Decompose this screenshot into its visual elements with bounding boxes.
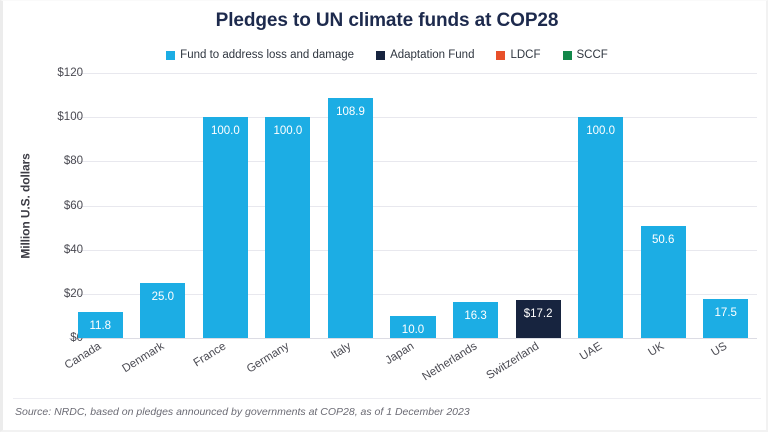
- bar-value-label: 11.8: [89, 319, 112, 332]
- y-axis-tick-label: $20: [63, 287, 83, 300]
- x-axis-labels: Canada Denmark France Germany Italy Japan Neth…: [63, 338, 757, 394]
- legend-item[interactable]: Adaptation Fund: [376, 49, 474, 61]
- bar-slot: 108.9: [319, 73, 382, 338]
- legend-item-label: LDCF: [510, 49, 541, 61]
- gridline: [69, 117, 757, 119]
- bar-slot: 100.0: [257, 73, 320, 338]
- gridline: [69, 73, 757, 74]
- bar-slot: $17.2: [507, 73, 570, 338]
- y-axis-tick-label: $40: [63, 243, 83, 256]
- legend-item[interactable]: LDCF: [496, 49, 541, 61]
- bar-slot: 10.0: [382, 73, 445, 338]
- bar-value-label: 16.3: [464, 310, 487, 323]
- bar-slot: 100.0: [194, 73, 257, 338]
- y-axis-tick-label: $80: [63, 155, 83, 168]
- x-axis-label-slot: Switzerland: [485, 338, 570, 394]
- x-axis-tick-label-text: Italy: [329, 340, 354, 362]
- bar[interactable]: 17.5: [703, 299, 749, 338]
- bar-slot: 17.5: [694, 73, 757, 338]
- legend-item[interactable]: Fund to address loss and damage: [166, 49, 354, 61]
- gridline: [69, 338, 757, 339]
- bar-value-label: 108.9: [336, 105, 365, 118]
- x-axis-label-slot: Italy: [319, 338, 382, 394]
- bar-group: 11.8 25.0 100.0 100.0 108.9 10.0 16.3 $17.2 100.…: [69, 73, 757, 338]
- legend-item-label: Adaptation Fund: [390, 49, 475, 61]
- chart-legend: Fund to address loss and damage Adaptatio…: [3, 49, 768, 61]
- footer-divider: [13, 398, 761, 399]
- bar[interactable]: 11.8: [77, 311, 123, 338]
- bar-slot: 16.3: [444, 73, 507, 338]
- source-note: Source: NRDC, based on pledges announced…: [15, 406, 470, 418]
- x-axis-tick-label-text: Japan: [383, 340, 417, 368]
- bar-slot: 50.6: [632, 73, 695, 338]
- x-axis-label-slot: Denmark: [120, 338, 195, 394]
- x-axis-label-slot: UK: [632, 338, 695, 394]
- bar-value-label: 25.0: [151, 290, 174, 303]
- bar-value-label: 100.0: [210, 125, 240, 138]
- x-axis-label-slot: US: [694, 338, 757, 394]
- bar-value-label: 100.0: [586, 125, 616, 138]
- bar[interactable]: 100.0: [265, 117, 311, 338]
- square-swatch-icon: [496, 50, 506, 60]
- bar[interactable]: 108.9: [327, 97, 373, 338]
- legend-item-label: SCCF: [576, 49, 608, 61]
- bar-slot: 11.8: [69, 73, 132, 338]
- x-axis-label-slot: UAE: [569, 338, 632, 394]
- bar-value-label: 17.5: [714, 307, 737, 320]
- plot-area: $0 $20 $40 $60 $80 $100 $120 11.8 25.0 100.0 100.…: [57, 67, 757, 344]
- page-title: Pledges to UN climate funds at COP28: [215, 10, 559, 31]
- gridline: [69, 249, 757, 251]
- bar-slot: 25.0: [132, 73, 195, 338]
- y-axis-tick-label: $100: [57, 111, 83, 124]
- bar[interactable]: 25.0: [140, 282, 186, 338]
- bar-value-label: 10.0: [401, 323, 425, 336]
- bar[interactable]: 100.0: [202, 117, 248, 338]
- gridline: [69, 205, 757, 207]
- bar-value-label: 100.0: [273, 125, 303, 138]
- bar-value-label: 50.6: [651, 234, 675, 247]
- bar[interactable]: 10.0: [390, 315, 436, 338]
- legend-item[interactable]: SCCF: [562, 49, 608, 61]
- gridlines: $0 $20 $40 $60 $80 $100 $120: [57, 67, 757, 344]
- x-axis-tick-label-text: France: [191, 340, 229, 370]
- x-axis-tick-label-text: Canada: [63, 340, 104, 372]
- y-axis-tick-label: $60: [63, 199, 83, 212]
- bar[interactable]: $17.2: [515, 300, 561, 338]
- bar-slot: 100.0: [569, 73, 632, 338]
- x-axis-tick-label-text: UAE: [577, 340, 604, 364]
- square-swatch-icon: [166, 50, 176, 60]
- legend-item-label: Fund to address loss and damage: [180, 49, 355, 61]
- x-axis-label-slot: Germany: [245, 338, 320, 394]
- bar-value-label: $17.2: [523, 308, 553, 321]
- bar[interactable]: 100.0: [578, 117, 624, 338]
- x-axis-tick-label-text: US: [709, 340, 730, 359]
- bar[interactable]: 16.3: [453, 302, 499, 338]
- y-axis-tick-label: $120: [57, 67, 83, 79]
- gridline: [69, 161, 757, 163]
- gridline: [69, 293, 757, 295]
- x-axis-tick-label-text: UK: [646, 340, 667, 359]
- square-swatch-icon: [562, 50, 572, 60]
- bar[interactable]: 50.6: [640, 226, 686, 338]
- square-swatch-icon: [376, 50, 386, 60]
